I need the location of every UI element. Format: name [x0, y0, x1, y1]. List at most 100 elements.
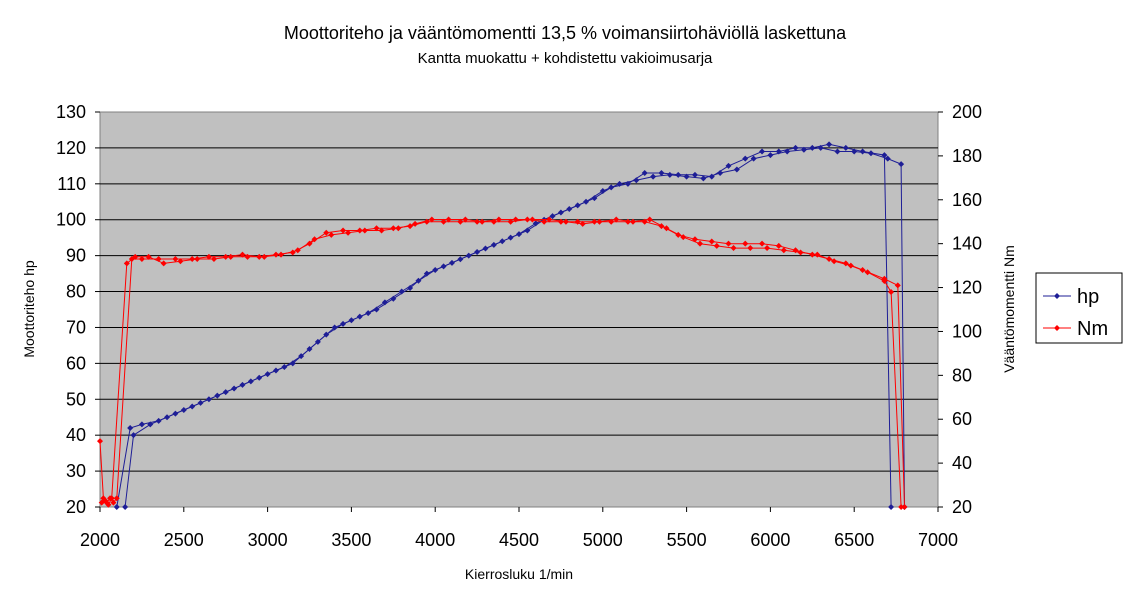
data-point-Nm — [345, 229, 352, 236]
data-point-hp — [599, 188, 606, 194]
data-point-hp — [881, 152, 888, 159]
data-point-Nm — [390, 225, 397, 232]
data-point-Nm — [831, 258, 838, 265]
data-point-Nm — [160, 260, 167, 267]
x-tick-label: 4500 — [499, 530, 539, 550]
x-tick-label: 3000 — [248, 530, 288, 550]
series-Nm — [97, 216, 908, 510]
data-point-hp — [407, 284, 414, 291]
data-point-hp — [423, 270, 430, 277]
data-point-hp — [390, 295, 397, 302]
data-point-hp — [750, 155, 757, 162]
data-point-Nm — [361, 227, 368, 234]
data-point-hp — [306, 346, 313, 352]
data-point-Nm — [579, 220, 586, 227]
data-point-Nm — [591, 218, 598, 225]
y-right-tick-label: 100 — [952, 321, 982, 341]
data-point-hp — [633, 177, 640, 184]
data-point-Nm — [725, 240, 732, 247]
data-point-hp — [373, 306, 380, 313]
legend-label-hp: hp — [1077, 286, 1099, 308]
data-point-Nm — [512, 216, 519, 223]
data-point-hp — [742, 155, 749, 162]
data-point-Nm — [775, 242, 782, 249]
data-point-Nm — [888, 288, 895, 295]
data-point-Nm — [901, 504, 908, 510]
data-point-Nm — [378, 227, 385, 234]
data-point-hp — [331, 324, 338, 331]
data-point-hp — [842, 144, 849, 151]
data-point-Nm — [881, 277, 888, 284]
data-point-Nm — [562, 218, 569, 225]
data-point-hp — [222, 389, 229, 396]
data-point-Nm — [145, 253, 152, 260]
data-point-Nm — [759, 240, 766, 247]
data-point-Nm — [222, 253, 229, 260]
data-point-hp — [884, 155, 891, 162]
y-left-tick-label: 30 — [66, 461, 86, 481]
y-left-tick-label: 90 — [66, 246, 86, 266]
x-tick-label: 7000 — [918, 530, 958, 550]
y-right-tick-label: 20 — [952, 497, 972, 517]
data-point-hp — [641, 170, 648, 177]
x-tick-label: 5500 — [667, 530, 707, 550]
x-tick-label: 2500 — [164, 530, 204, 550]
data-point-Nm — [445, 216, 452, 223]
data-point-hp — [381, 299, 388, 306]
y-right-axis-label: Vääntömomentti Nm — [1001, 245, 1017, 373]
x-axis-label: Kierrosluku 1/min — [465, 566, 573, 582]
data-point-Nm — [138, 256, 145, 263]
data-point-Nm — [495, 216, 502, 223]
y-left-tick-label: 70 — [66, 317, 86, 337]
y-right-tick-label: 160 — [952, 190, 982, 210]
data-point-Nm — [244, 253, 251, 260]
data-point-hp — [733, 166, 740, 173]
data-point-Nm — [629, 218, 636, 225]
data-point-Nm — [412, 220, 419, 227]
data-point-hp — [834, 148, 841, 155]
data-point-Nm — [210, 256, 217, 263]
x-tick-label: 2000 — [80, 530, 120, 550]
data-point-Nm — [663, 225, 670, 232]
data-point-Nm — [205, 253, 212, 260]
y-left-tick-label: 120 — [56, 138, 86, 158]
data-point-hp — [532, 220, 539, 227]
data-point-Nm — [172, 256, 179, 263]
y-left-tick-label: 20 — [66, 497, 86, 517]
data-point-hp — [256, 374, 263, 381]
data-point-hp — [591, 195, 598, 202]
data-point-Nm — [373, 225, 380, 232]
data-point-Nm — [356, 227, 363, 234]
data-point-hp — [650, 173, 657, 180]
data-point-Nm — [780, 247, 787, 254]
data-point-hp — [775, 148, 782, 155]
data-point-Nm — [764, 245, 771, 252]
data-point-Nm — [894, 282, 901, 289]
data-point-Nm — [261, 253, 268, 260]
y-left-tick-label: 50 — [66, 389, 86, 409]
data-point-Nm — [97, 438, 103, 445]
data-point-Nm — [428, 216, 435, 223]
data-point-hp — [172, 410, 179, 417]
data-point-Nm — [194, 256, 201, 263]
data-point-Nm — [847, 262, 854, 269]
data-point-Nm — [680, 234, 687, 241]
data-point-Nm — [108, 495, 115, 502]
data-point-hp — [691, 171, 698, 178]
data-point-hp — [557, 209, 564, 216]
data-point-Nm — [177, 258, 184, 265]
data-point-hp — [524, 227, 531, 234]
data-point-Nm — [646, 216, 653, 223]
data-point-Nm — [809, 251, 816, 258]
data-point-Nm — [395, 225, 402, 232]
data-point-hp — [624, 180, 631, 187]
data-point-Nm — [189, 256, 196, 263]
data-point-hp — [675, 171, 682, 178]
data-point-Nm — [479, 218, 486, 225]
data-point-hp — [323, 331, 330, 338]
data-point-hp — [138, 421, 145, 428]
x-axis-ticks: 2000 2500 3000 3500 4000 4500 5000 5500 6000 6500… — [80, 507, 958, 550]
data-point-Nm — [814, 251, 821, 258]
data-point-Nm — [797, 249, 804, 256]
chart-title: Moottoriteho ja vääntömomentti 13,5 % vo… — [284, 23, 847, 43]
